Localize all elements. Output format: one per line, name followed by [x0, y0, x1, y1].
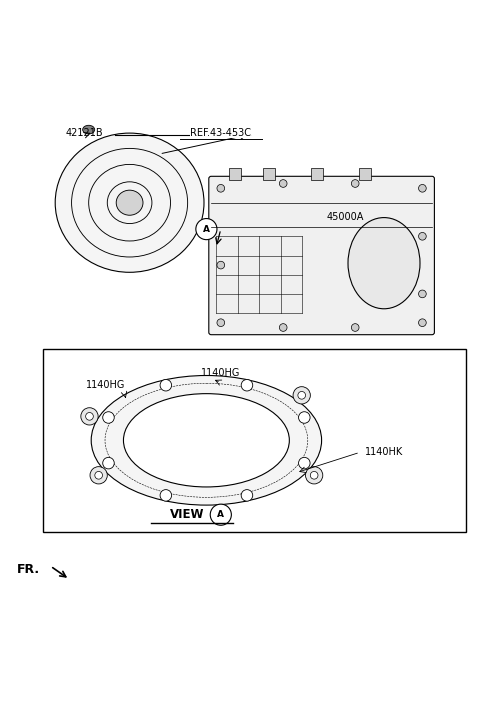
Ellipse shape [116, 191, 143, 215]
Ellipse shape [91, 375, 322, 505]
Circle shape [299, 412, 310, 423]
Circle shape [160, 380, 172, 391]
Text: FR.: FR. [17, 563, 40, 576]
Bar [43, 349, 466, 531]
Circle shape [299, 458, 310, 469]
Circle shape [103, 458, 114, 469]
Circle shape [298, 392, 306, 399]
Text: 1140HG: 1140HG [201, 368, 240, 378]
Circle shape [419, 233, 426, 240]
Text: 1140HK: 1140HK [365, 447, 403, 457]
Circle shape [103, 412, 114, 423]
Circle shape [217, 319, 225, 326]
Ellipse shape [83, 125, 95, 134]
Circle shape [279, 180, 287, 187]
Text: 45000A: 45000A [327, 212, 364, 222]
Ellipse shape [55, 133, 204, 272]
Circle shape [241, 380, 252, 391]
Bar [229, 168, 241, 180]
Circle shape [90, 467, 108, 484]
Circle shape [160, 489, 172, 501]
Text: VIEW: VIEW [170, 508, 204, 521]
FancyBboxPatch shape [209, 176, 434, 335]
Circle shape [310, 472, 318, 479]
Circle shape [351, 323, 359, 331]
Circle shape [305, 467, 323, 484]
Circle shape [419, 290, 426, 298]
Circle shape [95, 472, 103, 479]
Circle shape [81, 408, 98, 425]
Circle shape [196, 219, 217, 240]
Circle shape [241, 489, 252, 501]
Circle shape [351, 180, 359, 187]
Circle shape [419, 319, 426, 326]
Circle shape [419, 184, 426, 192]
Text: A: A [217, 510, 224, 520]
Circle shape [217, 262, 225, 269]
Circle shape [293, 387, 311, 404]
Text: A: A [203, 224, 210, 233]
Text: 42121B: 42121B [65, 128, 103, 138]
Circle shape [85, 413, 93, 420]
Circle shape [210, 504, 231, 525]
Text: 1140HG: 1140HG [86, 380, 125, 390]
Circle shape [217, 184, 225, 192]
Bar [311, 168, 323, 180]
Circle shape [279, 323, 287, 331]
Bar [359, 168, 371, 180]
Ellipse shape [123, 394, 289, 487]
Ellipse shape [348, 218, 420, 309]
Bar [263, 168, 275, 180]
Text: REF.43-453C: REF.43-453C [190, 128, 252, 138]
